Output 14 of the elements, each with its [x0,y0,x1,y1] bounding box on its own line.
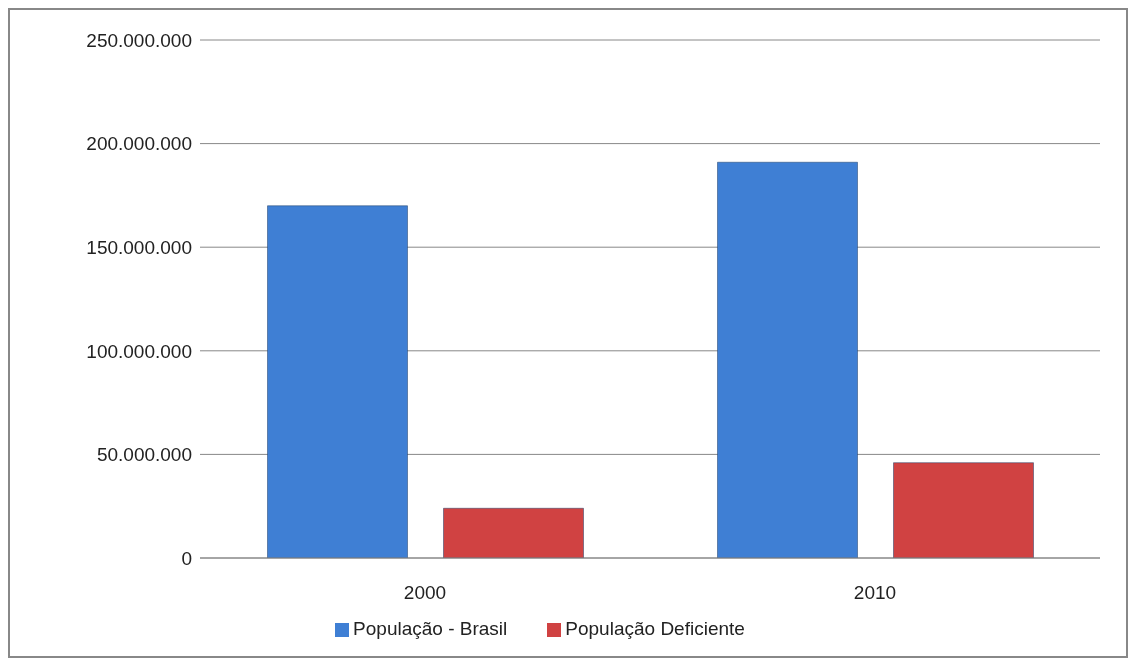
y-tick-label: 200.000.000 [86,133,192,155]
x-tick-label: 2000 [403,582,447,604]
y-tick-label: 250.000.000 [86,29,192,51]
y-tick-label: 0 [181,547,192,569]
y-tick-label: 50.000.000 [96,444,192,466]
x-tick-label: 2010 [853,582,897,604]
legend-label: População Deficiente [565,618,745,639]
bar [267,205,408,558]
bar [893,462,1034,558]
y-tick-label: 150.000.000 [86,236,192,258]
legend-label: População - Brasil [353,618,508,639]
y-tick-label: 100.000.000 [86,340,192,362]
bar [443,508,584,558]
bar [717,162,858,558]
